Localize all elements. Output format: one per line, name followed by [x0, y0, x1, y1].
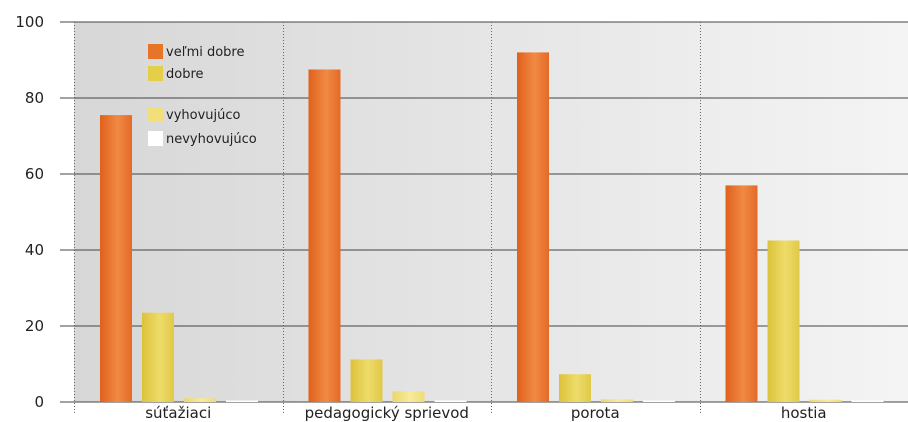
x-axis-tick-labels: súťažiaci pedagogický sprievod porota hosti… [145, 404, 826, 422]
y-axis-tick-labels: 0 20 40 60 80 100 [15, 13, 44, 411]
bar-4-4 [851, 400, 884, 402]
legend-swatch [148, 107, 163, 122]
bar-3-4 [809, 399, 842, 402]
bar-4-3 [643, 400, 675, 402]
bar-3-3 [601, 399, 633, 402]
y-tick-label: 20 [25, 317, 44, 335]
legend-swatch [148, 131, 163, 146]
bar-2-1 [142, 312, 174, 402]
legend-label: dobre [166, 67, 204, 82]
x-tick-label: porota [571, 404, 620, 422]
bar-2-4 [767, 240, 800, 402]
y-tick-label: 60 [25, 165, 44, 183]
y-tick-label: 40 [25, 241, 44, 259]
x-tick-label: pedagogický sprievod [305, 404, 469, 422]
y-tick-label: 0 [34, 393, 44, 411]
bar-4-2 [434, 400, 467, 402]
x-tick-label: súťažiaci [145, 404, 211, 422]
legend-label: vyhovujúco [166, 108, 241, 123]
y-tick-label: 80 [25, 89, 44, 107]
bar-1-1 [100, 115, 132, 402]
bar-1-2 [308, 69, 341, 402]
bar-2-2 [350, 359, 383, 402]
bar-1-3 [517, 52, 549, 403]
legend: veľmi dobre dobre vyhovujúco nevyhovujúco [148, 44, 257, 147]
bars [100, 52, 884, 403]
bar-2-3 [559, 374, 591, 402]
y-tick-label: 100 [15, 13, 44, 31]
legend-label: veľmi dobre [166, 45, 245, 60]
bar-3-2 [392, 391, 425, 402]
bar-1-4 [725, 185, 758, 402]
x-tick-label: hostia [781, 404, 827, 422]
legend-label: nevyhovujúco [166, 132, 257, 147]
bar-4-1 [226, 400, 258, 402]
legend-swatch [148, 66, 163, 81]
bar-3-1 [184, 398, 216, 402]
legend-swatch [148, 44, 163, 59]
